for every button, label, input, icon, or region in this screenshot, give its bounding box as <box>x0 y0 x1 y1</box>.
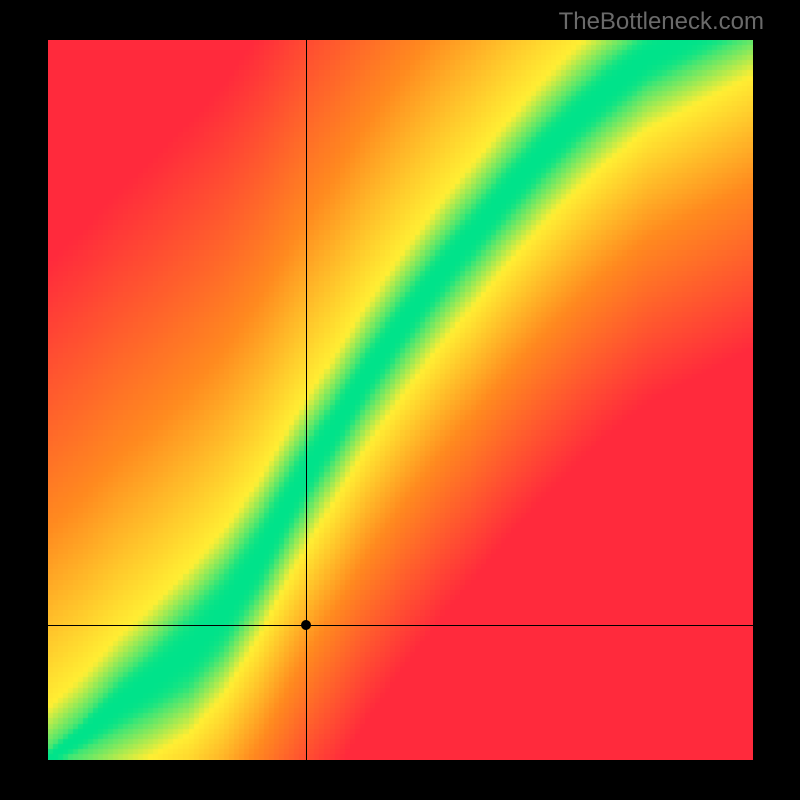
crosshair-vertical <box>306 40 307 760</box>
watermark-text: TheBottleneck.com <box>559 8 764 36</box>
crosshair-horizontal <box>48 625 753 626</box>
crosshair-marker <box>301 620 311 630</box>
bottleneck-heatmap <box>48 40 753 760</box>
